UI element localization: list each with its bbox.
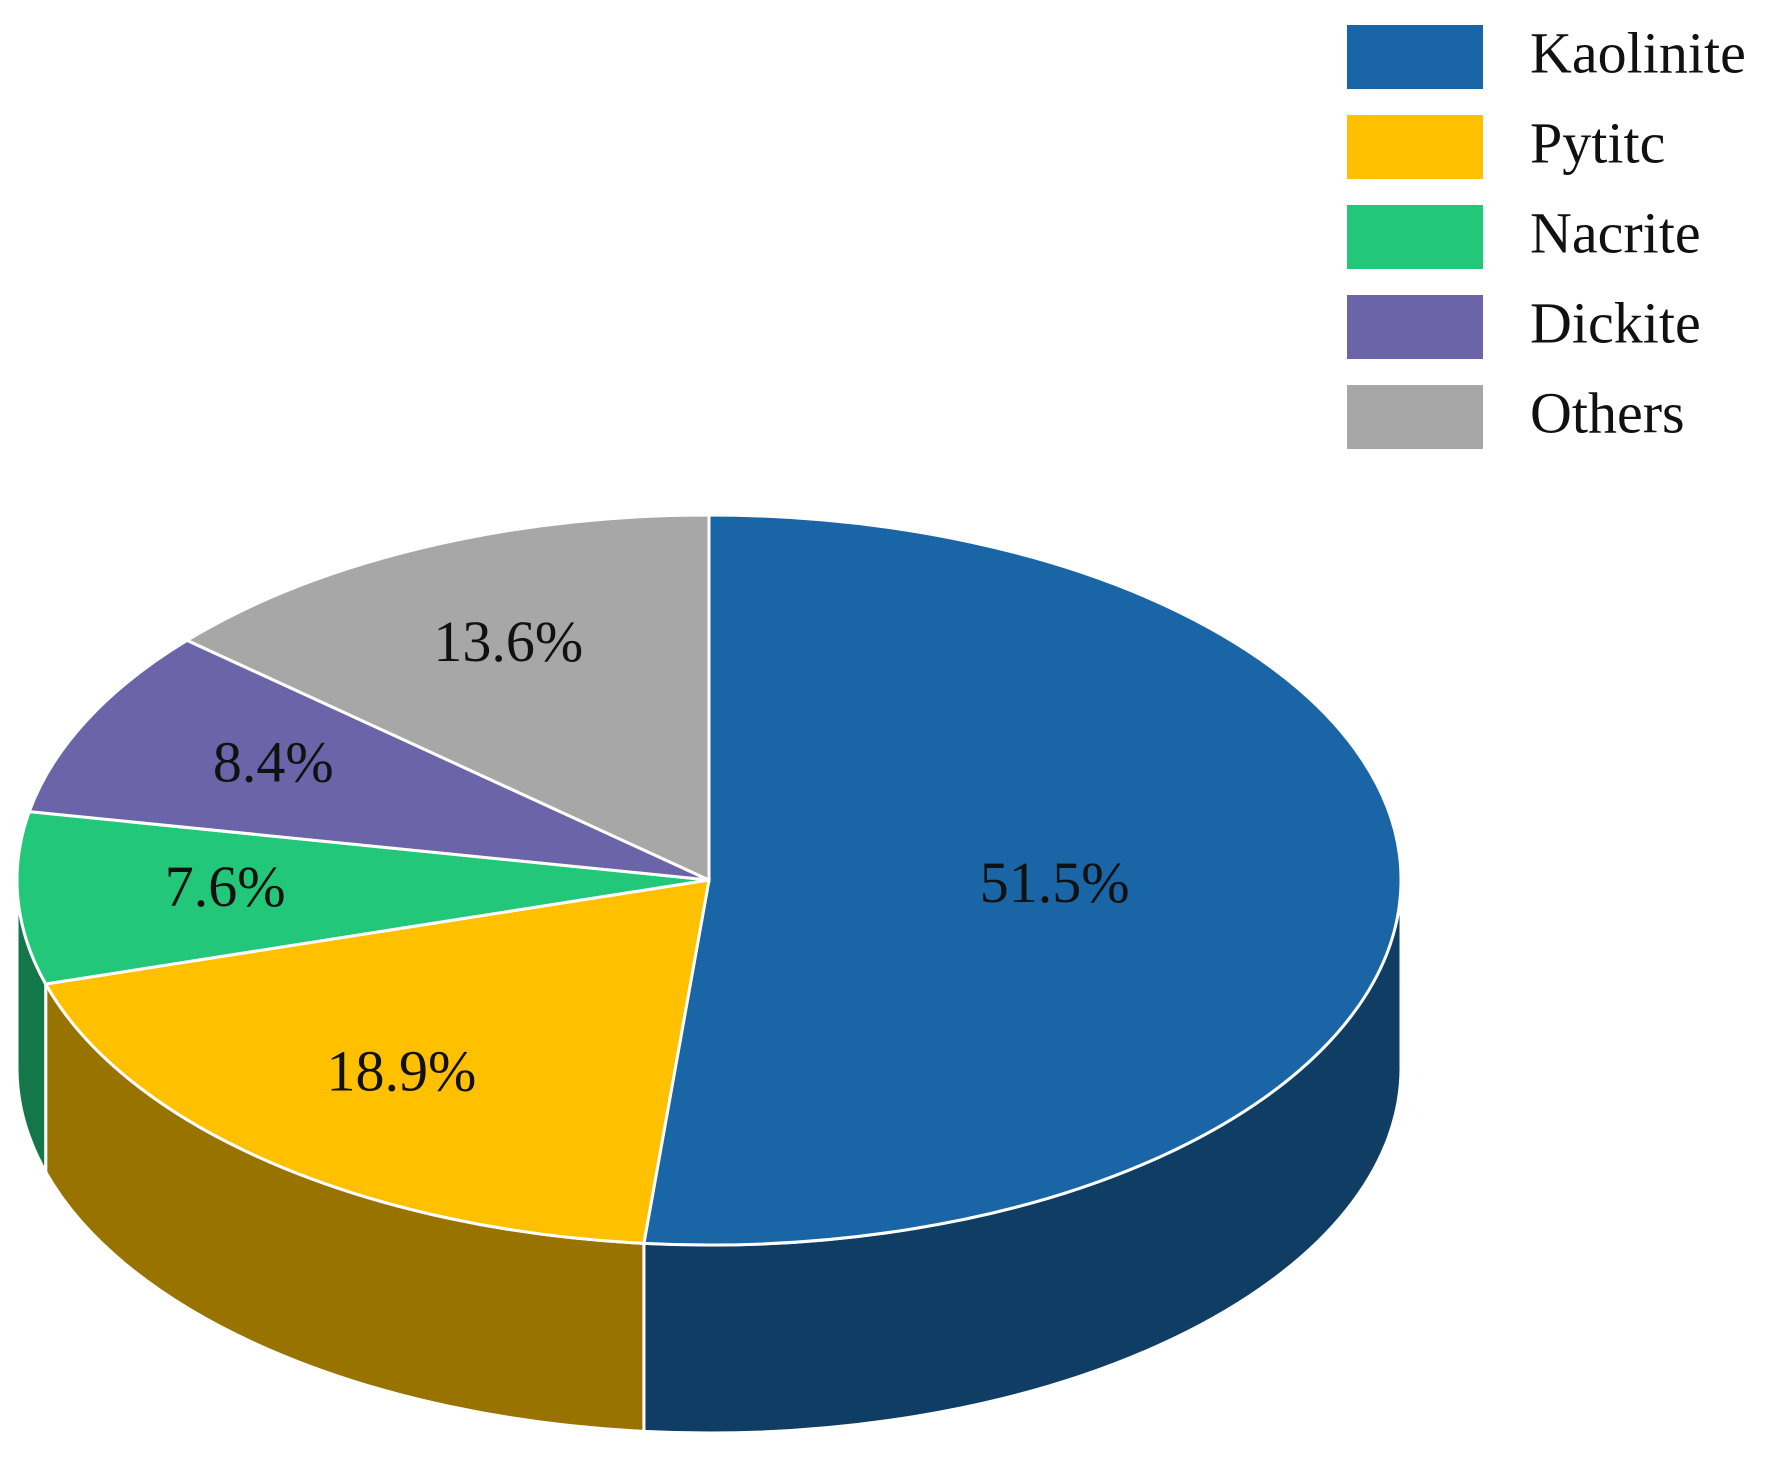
data-label: 8.4% [213,730,334,795]
legend-label: Dickite [1530,290,1701,355]
slice [43,878,711,1245]
legend-label: Kaolinite [1530,20,1746,85]
legend-swatch [1347,295,1483,359]
slice [27,638,710,882]
data-label: 7.6% [165,854,286,919]
slice [642,513,1403,1247]
slice [15,809,710,986]
legend-swatch [1347,25,1483,89]
legend-swatch [1347,205,1483,269]
data-label: 13.6% [433,609,583,674]
legend-label: Others [1530,380,1685,445]
data-label: 18.9% [326,1039,476,1104]
data-label: 51.5% [980,850,1130,915]
legend-label: Pytitc [1530,110,1665,175]
legend-label: Nacrite [1530,200,1701,265]
slice [183,513,711,883]
legend-swatch [1347,115,1483,179]
legend-swatch [1347,385,1483,449]
